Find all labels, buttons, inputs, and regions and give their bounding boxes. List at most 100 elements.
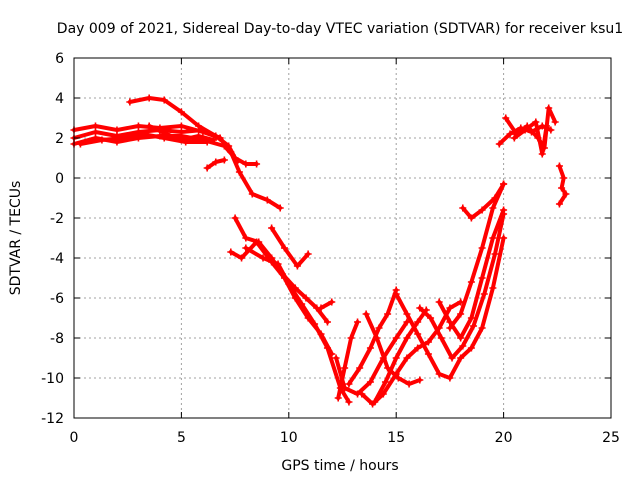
data-point [126, 98, 134, 106]
series-track-26 [510, 118, 551, 158]
series-track-23 [459, 180, 508, 222]
data-point [371, 398, 379, 406]
data-point [162, 130, 170, 138]
data-point [302, 294, 310, 302]
data-point [366, 378, 374, 386]
data-point [467, 278, 475, 286]
data-point [446, 304, 454, 312]
series-track-27 [555, 162, 570, 208]
data-point [195, 132, 203, 140]
series-track-17 [371, 306, 430, 406]
data-point [506, 130, 514, 138]
data-point [547, 126, 555, 134]
data-point [435, 370, 443, 378]
series-track-4 [76, 130, 211, 148]
series-track-7 [203, 156, 228, 172]
data-point [457, 334, 465, 342]
data-point [362, 310, 370, 318]
series-track-12 [317, 298, 336, 312]
data-point [347, 334, 355, 342]
y-tick-label: -2 [50, 211, 64, 227]
data-point [500, 234, 508, 242]
data-point [145, 94, 153, 102]
data-point [91, 128, 99, 136]
data-point [317, 304, 325, 312]
data-point [424, 338, 432, 346]
data-point [248, 190, 256, 198]
data-point [478, 274, 486, 282]
data-point [293, 262, 301, 270]
data-point [323, 344, 331, 352]
y-tick-label: -8 [50, 331, 64, 347]
series-track-5 [126, 94, 241, 166]
data-point [341, 384, 349, 392]
data-point [558, 184, 566, 192]
data-series [70, 94, 570, 408]
data-point [555, 162, 563, 170]
x-axis-label: GPS time / hours [281, 458, 398, 474]
x-tick-label: 5 [177, 430, 186, 446]
x-tick-label: 15 [387, 430, 405, 446]
data-point [470, 322, 478, 330]
data-point [532, 118, 540, 126]
data-point [489, 284, 497, 292]
data-point [203, 164, 211, 172]
data-point [392, 354, 400, 362]
data-point [521, 126, 529, 134]
data-point [263, 196, 271, 204]
data-point [495, 140, 503, 148]
data-point [545, 104, 553, 112]
data-point [478, 244, 486, 252]
data-point [298, 300, 306, 308]
y-tick-label: 2 [55, 131, 64, 147]
data-point [227, 248, 235, 256]
plot-frame [73, 57, 612, 419]
data-point [562, 190, 570, 198]
series-track-10 [242, 244, 353, 406]
data-point [225, 142, 233, 150]
data-point [491, 194, 499, 202]
data-point [424, 350, 432, 358]
data-point [510, 134, 518, 142]
data-point [381, 378, 389, 386]
y-axis-label: SDTVAR / TECUs [8, 181, 24, 296]
data-point [345, 380, 353, 388]
data-point [489, 234, 497, 242]
data-point [489, 204, 497, 212]
data-point [414, 318, 422, 326]
data-point [459, 204, 467, 212]
data-point [253, 160, 261, 168]
data-point [356, 364, 364, 372]
data-point [373, 334, 381, 342]
data-point [119, 134, 127, 142]
data-point [139, 130, 147, 138]
x-tick-label: 20 [495, 430, 513, 446]
x-tick-label: 10 [280, 430, 298, 446]
data-point [177, 108, 185, 116]
data-point [375, 324, 383, 332]
data-point [551, 118, 559, 126]
data-point [235, 168, 243, 176]
data-point [212, 158, 220, 166]
data-point [113, 126, 121, 134]
data-point [467, 214, 475, 222]
data-point [446, 374, 454, 382]
data-point [446, 324, 454, 332]
series-track-6 [145, 122, 218, 144]
y-tick-label: 6 [55, 51, 64, 67]
data-point [467, 314, 475, 322]
data-point [500, 180, 508, 188]
data-point [91, 122, 99, 130]
data-point [345, 398, 353, 406]
data-point [285, 280, 293, 288]
series-line [319, 300, 334, 310]
data-point [403, 334, 411, 342]
data-point [253, 238, 261, 246]
data-point [478, 324, 486, 332]
data-point [543, 122, 551, 130]
series-track-21 [435, 206, 508, 342]
data-point [478, 206, 486, 214]
data-point [467, 344, 475, 352]
data-point [358, 390, 366, 398]
data-point [555, 200, 563, 208]
